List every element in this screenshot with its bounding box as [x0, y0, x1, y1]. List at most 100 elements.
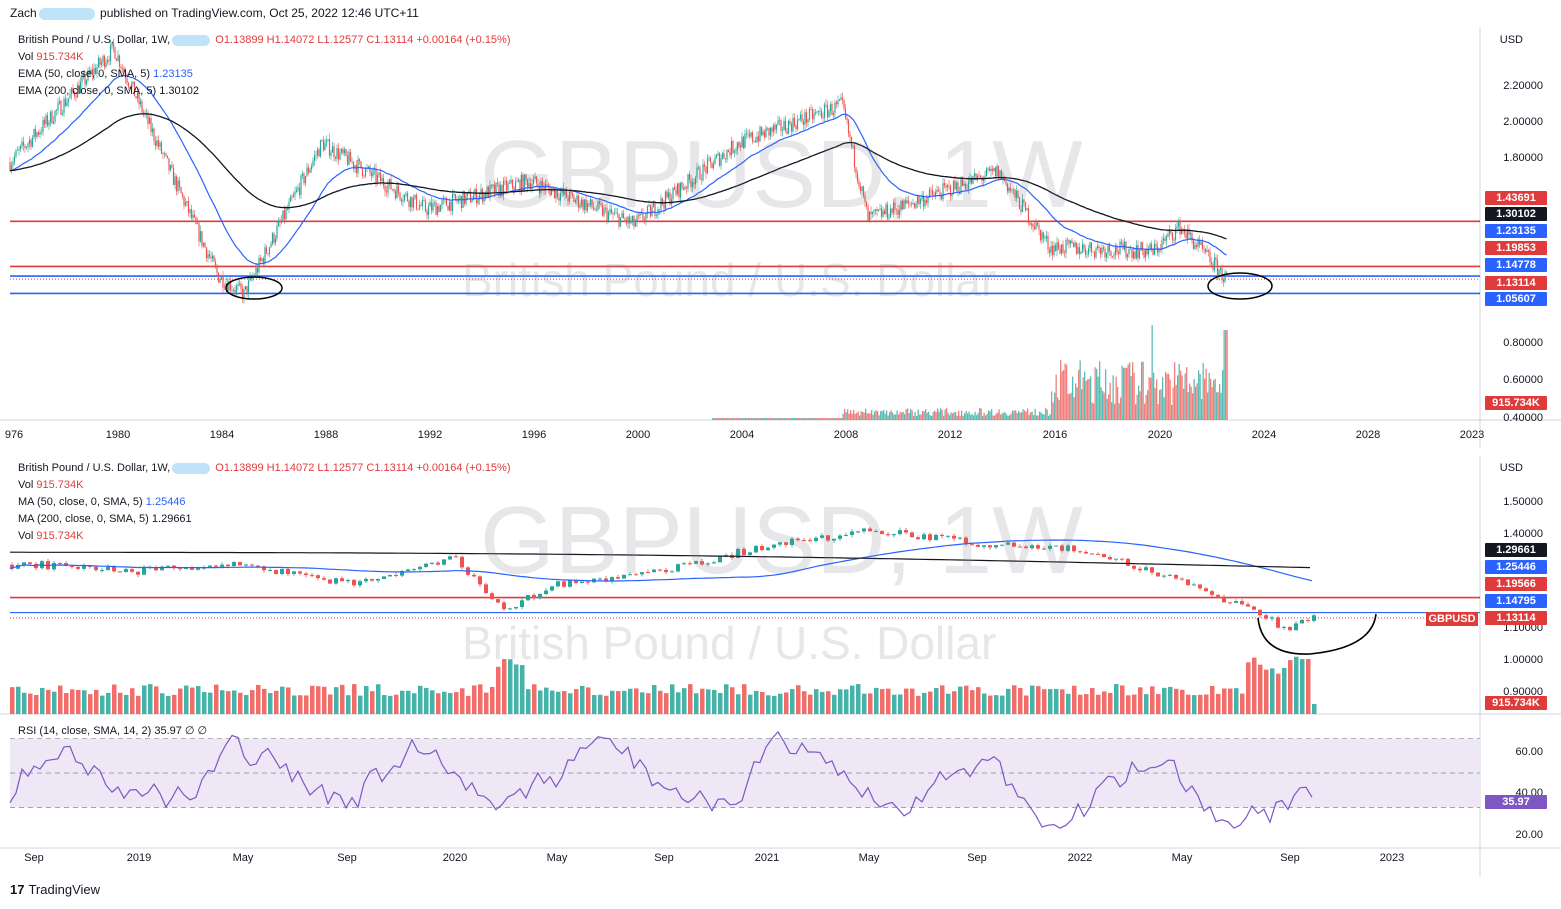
top-candle-body — [675, 190, 677, 195]
top-candle-body — [501, 184, 503, 196]
tradingview-logo-icon: 17 — [10, 882, 25, 897]
top-candle-body — [525, 174, 527, 180]
top-candle-body — [133, 81, 136, 97]
bottom-volume-bar — [1300, 659, 1305, 714]
bottom-volume-bar — [526, 689, 531, 714]
bottom-y-tick-label: 1.00000 — [1503, 654, 1543, 666]
top-volume-bar — [1142, 361, 1144, 420]
top-volume-bar — [1175, 384, 1177, 420]
top-candle-body — [79, 81, 82, 94]
top-candle-body — [1054, 245, 1057, 251]
redaction-mark — [172, 462, 211, 474]
top-candle-body — [666, 191, 668, 198]
top-volume-bar — [1036, 415, 1038, 420]
top-candle-body — [862, 186, 865, 196]
bottom-candle-body — [874, 531, 878, 533]
top-candle-body — [639, 213, 641, 217]
top-candle-body — [1047, 235, 1049, 250]
bottom-volume-bar — [808, 694, 813, 714]
bottom-volume-bar — [544, 687, 549, 714]
top-candle-body — [961, 179, 964, 186]
top-candle-body — [874, 209, 877, 211]
top-chart-canvas[interactable] — [0, 28, 1561, 448]
top-volume-bar — [1151, 325, 1153, 420]
bottom-volume-bar — [1114, 684, 1119, 714]
top-candle-body — [492, 184, 494, 186]
top-candle-body — [903, 200, 905, 210]
top-candle-body — [577, 195, 580, 208]
top-candle-body — [1048, 249, 1051, 253]
top-candle-body — [63, 99, 65, 114]
top-volume-bar — [1025, 411, 1027, 420]
bottom-volume-bar — [772, 695, 777, 714]
top-candle-body — [204, 242, 206, 248]
top-x-tick-label: 2012 — [937, 429, 963, 441]
top-candle-body — [948, 185, 950, 187]
top-volume-bar — [802, 418, 804, 420]
top-candle-body — [412, 198, 415, 208]
bottom-y-tick-label: 1.50000 — [1503, 496, 1543, 508]
bottom-volume-bar — [22, 692, 27, 714]
top-volume-bar — [1136, 394, 1138, 420]
bottom-volume-bar — [1252, 657, 1257, 714]
top-candle-body — [184, 202, 187, 206]
bottom-volume-bar — [310, 685, 315, 714]
top-candle-body — [120, 66, 122, 69]
bottom-volume-bar — [352, 684, 357, 714]
top-candle-body — [351, 161, 353, 163]
top-candle-body — [607, 211, 610, 221]
top-chart-panel[interactable]: GBPUSD, 1W British Pound / U.S. Dollar B… — [0, 28, 1561, 448]
top-candle-body — [1143, 250, 1145, 258]
top-volume-bar — [746, 418, 748, 420]
bottom-volume-bar — [1120, 685, 1125, 714]
bottom-candle-body — [406, 569, 410, 571]
top-volume-bar — [758, 418, 760, 420]
bottom-candle-body — [886, 534, 890, 536]
bottom-candle-body — [370, 578, 374, 581]
top-volume-bar — [796, 418, 798, 420]
top-volume-bar — [854, 413, 856, 420]
top-volume-bar — [1043, 414, 1045, 420]
bottom-volume-bar — [1240, 693, 1245, 714]
bottom-volume-bar — [700, 688, 705, 714]
top-candle-body — [1075, 242, 1078, 254]
bottom-chart-panel[interactable]: GBPUSD, 1W British Pound / U.S. Dollar B… — [0, 456, 1561, 876]
top-candle-body — [739, 146, 742, 148]
top-candle-body — [781, 130, 784, 131]
bottom-candle-body — [328, 579, 332, 584]
bottom-volume-bar — [766, 695, 771, 714]
top-candle-body — [1006, 183, 1009, 192]
top-candle-body — [889, 208, 892, 218]
top-candle-body — [1038, 224, 1040, 230]
top-candle-body — [486, 186, 488, 198]
top-volume-bar — [776, 418, 778, 420]
top-volume-bar — [889, 412, 891, 420]
top-candle-body — [916, 196, 919, 204]
top-volume-bar — [979, 408, 981, 420]
bottom-chart-canvas[interactable] — [0, 456, 1561, 876]
bottom-volume-bar — [136, 695, 141, 714]
bottom-volume-bar — [796, 685, 801, 714]
bottom-candle-body — [28, 562, 32, 564]
bottom-candle-body — [1222, 596, 1226, 603]
bottom-candle-body — [1288, 626, 1292, 631]
footer-branding[interactable]: 17 TradingView — [10, 882, 100, 897]
bottom-candle-body — [838, 535, 842, 539]
top-candle-body — [972, 176, 974, 184]
top-candle-body — [307, 167, 310, 173]
top-candle-body — [259, 257, 262, 261]
top-volume-bar — [941, 409, 943, 420]
top-volume-bar — [1088, 378, 1090, 420]
bottom-candle-body — [412, 569, 416, 571]
top-volume-bar — [1081, 389, 1083, 420]
top-candle-body — [627, 216, 629, 224]
top-candle-body — [1081, 244, 1084, 253]
top-volume-bar — [835, 418, 837, 420]
top-candle-body — [99, 57, 101, 65]
bottom-candle-body — [586, 581, 590, 583]
bottom-volume-bar — [292, 695, 297, 714]
top-candle-body — [837, 100, 839, 105]
bottom-candle-body — [610, 577, 614, 582]
top-candle-body — [699, 167, 701, 180]
bottom-candle-body — [304, 573, 308, 576]
